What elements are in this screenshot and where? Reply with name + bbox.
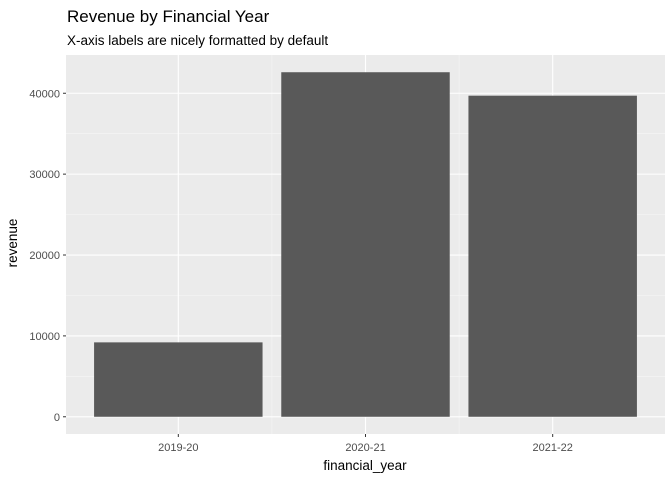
bars bbox=[94, 72, 637, 417]
y-axis-title: revenue bbox=[5, 219, 20, 268]
y-tick-label: 10000 bbox=[29, 331, 60, 343]
y-tick-label: 30000 bbox=[29, 169, 60, 181]
bar-2021-22 bbox=[468, 95, 637, 417]
bar-2020-21 bbox=[281, 72, 450, 417]
chart-title: Revenue by Financial Year bbox=[67, 7, 270, 26]
x-axis-title: financial_year bbox=[323, 458, 407, 473]
chart-subtitle: X-axis labels are nicely formatted by de… bbox=[67, 33, 328, 48]
x-tick-label: 2021-22 bbox=[533, 442, 573, 454]
y-tick-label: 0 bbox=[54, 412, 60, 424]
y-tick-label: 40000 bbox=[29, 88, 60, 100]
x-tick-label: 2019-20 bbox=[158, 442, 198, 454]
x-axis: 2019-20 2020-21 2021-22 bbox=[158, 434, 573, 454]
x-tick-label: 2020-21 bbox=[345, 442, 385, 454]
y-tick-label: 20000 bbox=[29, 250, 60, 262]
bar-2019-20 bbox=[94, 342, 263, 417]
y-axis: 0 10000 20000 30000 40000 bbox=[29, 88, 66, 424]
